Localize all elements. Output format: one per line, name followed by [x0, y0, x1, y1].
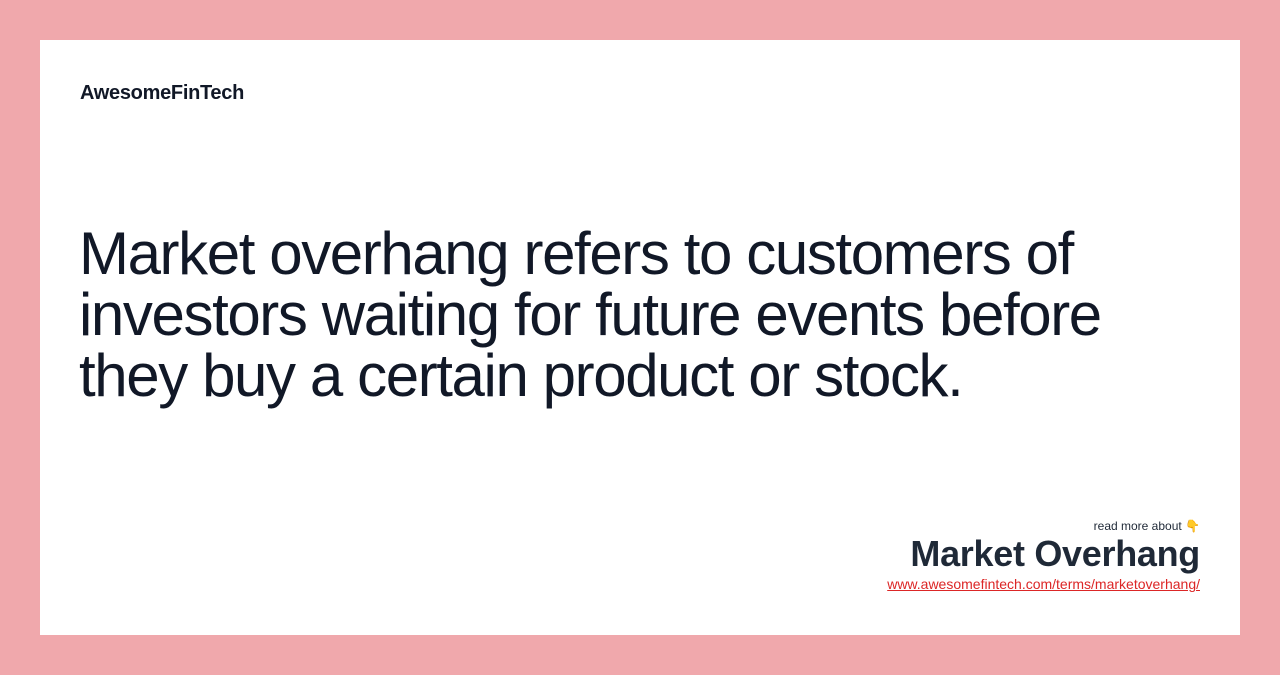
definition-text: Market overhang refers to customers of i… [79, 220, 1102, 409]
term-link[interactable]: www.awesomefintech.com/terms/marketoverh… [887, 576, 1200, 592]
brand-logo[interactable]: AwesomeFinTech [80, 82, 244, 104]
read-more-label: read more about 👇 [1093, 519, 1200, 533]
term-title: Market Overhang [910, 533, 1200, 574]
read-more-footer: read more about 👇 Market Overhang www.aw… [887, 518, 1200, 594]
content-card: AwesomeFinTech Market overhang refers to… [40, 40, 1240, 635]
